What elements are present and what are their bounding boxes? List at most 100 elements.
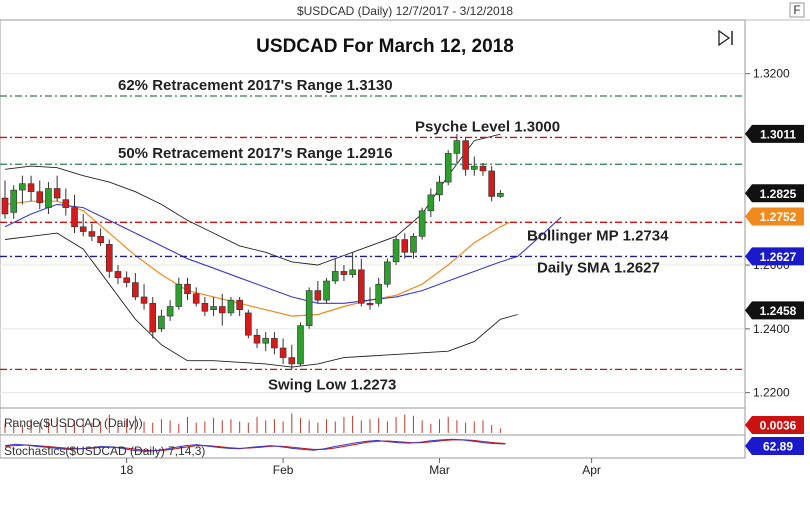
candle-body [105,244,113,272]
candle [384,258,391,288]
candle [97,228,104,246]
candle-body [427,194,435,212]
range-tag-label: 0.0036 [760,419,797,433]
candle-body [97,236,104,244]
candle [1,180,9,219]
candle [418,207,426,240]
candle [427,188,435,218]
x-tick-label: Feb [273,463,294,477]
range-tag: 0.0036 [745,416,804,434]
candle [132,273,139,301]
candle [166,300,174,321]
price-tag-label: 1.2627 [760,250,797,264]
candle [366,287,374,310]
candle-body [123,277,130,283]
candle [201,296,209,317]
grid-lines [0,73,745,394]
candle [175,277,183,310]
price-tag: 1.2627 [745,247,804,266]
candle-body [358,269,365,304]
range-panel-label: Range($USDCAD (Daily)) [4,416,143,430]
candle-body [453,140,461,154]
candle [140,284,148,310]
price-tag: 1.2752 [745,207,804,226]
price-tag-label: 1.2825 [760,187,797,201]
bollinger-mid-line [4,200,510,317]
candle [462,137,469,176]
candle-body [218,306,226,314]
candle-body [210,306,217,311]
candle [192,287,200,307]
candle-body [366,303,374,306]
candle [444,150,452,186]
candle-body [488,170,495,197]
candle [331,258,339,285]
candle [71,194,78,234]
candle-body [262,338,270,344]
header-title: $USDCAD (Daily) 12/7/2017 - 3/12/2018 [297,4,513,18]
price-tag-label: 1.2752 [760,210,797,224]
stochastics-panel [0,434,746,459]
price-tag: 1.3011 [745,124,804,143]
candle-body [132,282,139,298]
candle [436,175,443,202]
candle [297,322,304,366]
candle [245,309,252,339]
candle [375,277,382,307]
price-tag-box [745,124,804,143]
candle-body [384,261,391,285]
candle [279,338,287,364]
candle-body [114,271,122,279]
stoch-tag: 62.89 [745,437,804,455]
candle [323,277,330,304]
price-tag-box [745,301,804,320]
candle [271,332,278,355]
candle-body [470,165,478,170]
candle-body [331,271,339,282]
level-label: Psyche Level 1.3000 [415,118,560,135]
price-tag: 1.2825 [745,184,804,203]
sma-line [4,203,562,304]
candle-body [201,303,209,312]
candle [210,296,217,317]
price-tag-label: 1.3011 [760,127,796,141]
candle-body [279,347,287,358]
level-labels: 62% Retracement 2017's Range 1.3130 Psych… [118,77,669,393]
candle [149,296,157,339]
play-end-icon[interactable] [718,29,733,47]
level-label: 50% Retracement 2017's Range 1.2916 [118,145,393,162]
candle [288,344,296,370]
candle [358,258,365,307]
level-label: Swing Low 1.2273 [268,376,396,393]
candle-body [184,283,191,295]
range-tag-box [745,416,804,434]
bollinger-upper-line [4,133,501,266]
candlesticks [1,133,504,370]
candle-body [305,290,313,326]
candle-body [444,153,452,183]
candle [488,166,495,202]
candle-body [53,188,61,199]
candle-body [375,283,382,304]
candle-body [1,197,9,215]
x-tick-label: Apr [582,463,601,477]
header-bar [0,0,810,20]
level-label: Daily SMA 1.2627 [537,259,660,276]
candle-body [236,299,243,311]
candle-body [19,183,26,191]
candle-body [462,140,469,170]
candle [401,233,409,259]
candle-body [288,357,296,365]
candle [262,332,270,352]
candle-body [297,325,304,365]
candle [227,296,235,317]
y-tick-label: 1.2200 [753,386,790,400]
corner-button[interactable] [789,2,805,18]
stoch-tag-label: 62.89 [763,440,793,454]
price-tag-box [745,247,804,266]
candle-body [227,299,235,314]
x-tick-label: 18 [120,463,134,477]
horizontal-levels [0,95,745,371]
candle [392,236,400,266]
